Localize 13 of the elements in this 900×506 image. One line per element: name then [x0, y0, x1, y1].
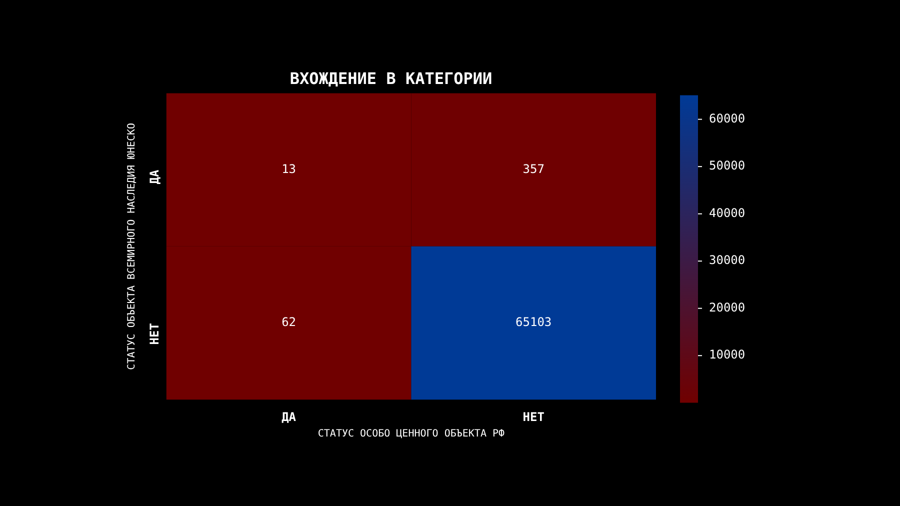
data-label: 357 — [522, 162, 544, 176]
color-bar-label: 10000 — [709, 348, 746, 362]
color-bar-label: 50000 — [709, 158, 746, 173]
color-bar-label: 40000 — [709, 206, 746, 220]
y-axis-title: СТАТУС ОБЪЕКТА ВСЕМИРНОГО НАСЛЕДИЯ ЮНЕСКО — [126, 122, 138, 370]
data-label: 65103 — [516, 315, 552, 330]
data-label: 13 — [282, 162, 296, 176]
color-bar-label: 20000 — [709, 300, 746, 314]
data-label: 62 — [282, 315, 296, 330]
chart-title: ВХОЖДЕНИЕ В КАТЕГОРИИ — [290, 68, 492, 88]
color-bar-label: 60000 — [709, 111, 746, 126]
color-bar-label: 30000 — [709, 253, 746, 268]
x-axis-title: СТАТУС ОСОБО ЦЕННОГО ОБЪЕКТА РФ — [318, 428, 505, 440]
